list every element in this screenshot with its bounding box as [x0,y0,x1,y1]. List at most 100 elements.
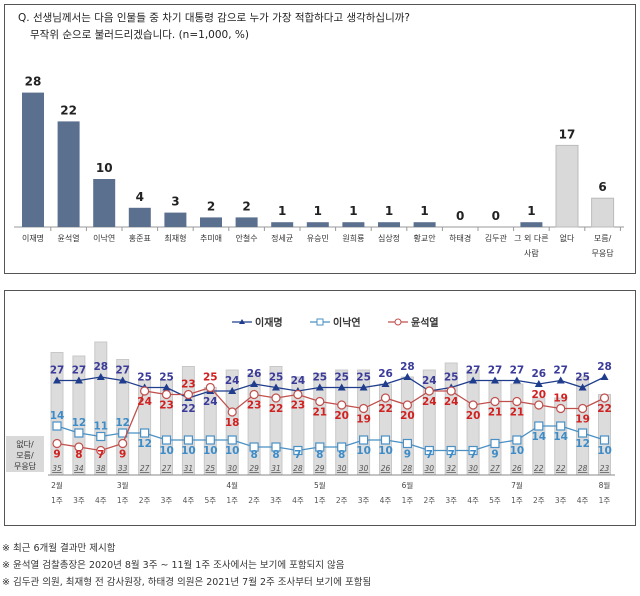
bar-value-label: 2 [242,199,250,213]
data-label-이재명: 24 [225,375,240,387]
data-label-이낙연: 10 [159,445,174,457]
week-label: 1주 [314,496,326,505]
x-tick-label: 심상정 [378,233,400,243]
week-label: 4주 [577,496,589,505]
none-bar-label: 27 [140,464,150,473]
data-point-윤석열 [227,407,237,417]
none-legend-label: 모름/ [16,451,34,460]
bar-value-label: 4 [136,190,144,204]
data-point-이재명 [315,383,324,391]
x-tick-label: 윤석열 [58,233,80,243]
data-point-이재명 [600,373,609,380]
data-point-이재명 [491,376,499,384]
week-label: 2주 [533,496,545,505]
data-label-윤석열: 24 [422,396,437,408]
data-point-이재명 [74,376,83,384]
bar-value-label: 1 [420,204,428,218]
data-label-윤석열: 9 [53,449,60,461]
data-point-이낙연 [227,435,237,445]
bar-value-label: 1 [314,204,322,218]
week-label: 3주 [445,496,457,505]
data-point-이재명 [578,383,587,391]
data-point-이낙연 [249,442,259,452]
none-bar-label: 28 [403,464,413,473]
data-point-윤석열 [205,382,215,393]
data-label-윤석열: 19 [356,414,371,426]
square-icon [316,318,324,326]
none-bar-label: 31 [184,464,194,473]
data-point-이낙연 [512,435,522,445]
data-point-이낙연 [140,428,150,438]
week-label: 1주 [51,496,63,505]
data-label-윤석열: 23 [181,379,196,391]
month-label: 7월 [511,480,523,490]
month-label: 8월 [599,480,611,490]
data-point-이재명 [403,373,412,380]
bar-value-label: 3 [171,195,179,209]
data-label-이낙연: 7 [469,449,476,461]
none-bar [488,380,502,476]
data-label-이재명: 24 [291,375,306,387]
data-label-이낙연: 11 [93,421,108,433]
data-point-윤석열 [140,386,150,396]
week-label: 2주 [139,496,151,505]
data-label-윤석열: 8 [75,449,82,461]
none-bar-label: 30 [227,464,237,473]
bar-최재형 [164,212,187,227]
x-tick-label: 황교안 [414,233,437,243]
bar-value-label: 28 [25,75,42,89]
data-point-이재명 [162,383,171,391]
data-label-윤석열: 18 [225,417,240,429]
none-bar-label: 26 [512,464,522,473]
none-bar-label: 27 [162,464,172,473]
data-label-이재명: 26 [531,368,546,380]
x-tick-label: 정세균 [271,233,293,243]
none-bar-label: 34 [74,464,84,473]
week-label: 1주 [117,496,129,505]
x-tick-label: 원희룡 [342,233,364,243]
none-bar-label: 22 [556,464,566,473]
data-point-윤석열 [577,403,588,414]
bar-value-label: 1 [385,204,393,218]
data-point-윤석열 [424,386,434,396]
bar-원희룡 [342,222,365,227]
top-panel [4,4,636,274]
none-bar-label: 23 [600,464,610,473]
data-label-윤석열: 24 [444,396,459,408]
data-label-이낙연: 10 [356,445,371,457]
bar-없다 [555,144,579,228]
x-tick-label: 유승민 [307,233,329,243]
none-legend-box [6,436,44,472]
none-bar-label: 28 [293,464,303,473]
data-point-윤석열 [315,396,325,407]
bar-value-label: 2 [207,199,215,213]
data-label-윤석열: 22 [597,403,612,415]
trend-line-chart: 이재명 이낙연 윤석열 35 34 38 33 27 27 31 25 30 29 31 28 29 30 30 2… [6,316,615,505]
data-label-이낙연: 12 [115,417,130,429]
data-label-이낙연: 12 [137,438,152,450]
data-label-윤석열: 24 [137,396,152,408]
data-label-윤석열: 20 [334,410,349,422]
data-point-윤석열 [468,400,478,410]
data-point-이낙연 [359,435,369,445]
data-label-이재명: 28 [400,361,415,373]
x-tick-label: 추미애 [200,234,222,243]
note-1: ※ 최근 6개월 결과만 제시함 [2,543,116,554]
bar-윤석열 [57,121,80,227]
none-bar-label: 38 [96,464,106,473]
month-label: 5월 [314,480,326,490]
data-point-윤석열 [402,400,412,410]
data-point-이재명 [96,373,105,380]
legend-label: 이낙연 [333,316,361,329]
data-label-이낙연: 8 [250,449,257,461]
data-label-이낙연: 7 [294,449,301,461]
data-point-이낙연 [402,438,412,449]
bar-value-label: 22 [60,103,77,117]
series-line-이재명 [57,376,605,399]
none-bar [576,376,590,476]
data-label-이재명: 24 [203,396,218,408]
x-tick-label: 그 외 다른 [514,233,549,243]
x-tick-label: 안철수 [236,233,258,243]
x-tick-label: 모름/ [594,234,612,243]
data-label-이낙연: 9 [491,449,498,461]
